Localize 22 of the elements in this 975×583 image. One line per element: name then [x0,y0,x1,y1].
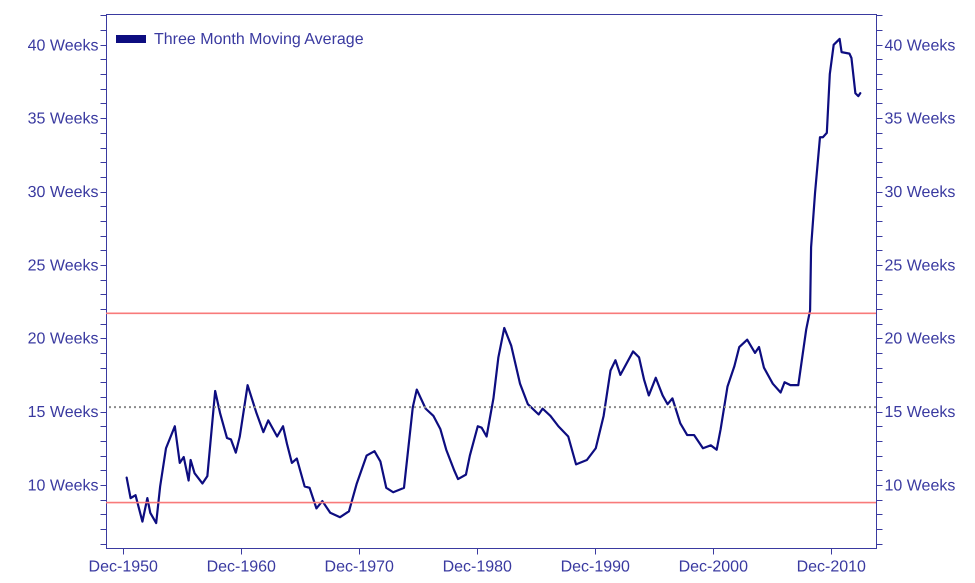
x-tick-label: Dec-1960 [206,558,276,576]
y2-tick-label: 35 Weeks [884,110,956,128]
y2-tick-label: 20 Weeks [884,330,956,348]
x-tick-label: Dec-1990 [560,558,630,576]
y2-tick-label: 10 Weeks [884,477,956,494]
y-tick-label: 40 Weeks [28,37,98,54]
y-tick-label: 10 Weeks [28,477,98,494]
x-tick-label: Dec-1950 [88,558,158,576]
y-tick-label: 20 Weeks [28,330,98,348]
y-tick-label: 15 Weeks [28,404,98,422]
x-tick-label: Dec-2000 [678,558,748,576]
x-tick-label: Dec-2010 [796,558,866,576]
y2-tick-label: 15 Weeks [884,404,956,422]
y2-tick-label: 25 Weeks [884,257,956,274]
x-tick-label: Dec-1980 [442,558,512,576]
y2-tick-label: 30 Weeks [884,184,956,202]
y2-tick-label: 40 Weeks [884,37,956,54]
y-tick-label: 35 Weeks [28,110,98,128]
y-tick-label: 25 Weeks [28,257,98,274]
legend-label: Three Month Moving Average [154,31,364,48]
y-tick-label: 30 Weeks [28,184,98,202]
x-tick-label: Dec-1970 [324,558,394,576]
